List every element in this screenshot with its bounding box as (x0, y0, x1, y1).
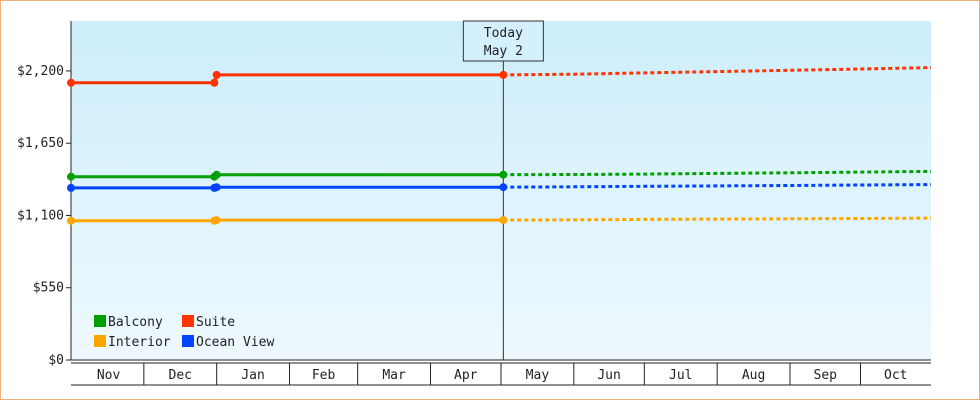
month-label: Dec (169, 368, 192, 383)
data-point-suite (67, 78, 75, 87)
data-point-ocean-view (212, 183, 221, 192)
series-forecast-balcony (503, 169, 932, 177)
legend-label-balcony: Balcony (108, 315, 163, 330)
series-line-ocean-view (71, 185, 504, 190)
data-point-suite (212, 70, 221, 79)
y-tick-label: $1,100 (17, 208, 64, 223)
legend-swatch-balcony (94, 315, 106, 327)
data-point-interior (67, 216, 75, 225)
y-tick-label: $550 (33, 281, 64, 296)
y-tick-label: $0 (48, 353, 64, 368)
month-label: Nov (97, 368, 121, 383)
today-box (462, 20, 544, 62)
legend-swatch-ocean-view (182, 335, 194, 347)
series-forecast-interior (503, 216, 932, 222)
month-label: Jul (669, 368, 692, 383)
legend-label-ocean-view: Ocean View (196, 335, 274, 350)
data-point-balcony (67, 172, 75, 181)
month-label: Jan (241, 368, 264, 383)
month-label: Sep (814, 368, 838, 383)
month-label: Feb (312, 368, 336, 383)
today-date: May 2 (484, 44, 523, 59)
data-point-interior (499, 216, 508, 225)
data-point-ocean-view (499, 183, 508, 192)
legend-swatch-suite (182, 315, 194, 327)
data-point-ocean-view (67, 183, 75, 192)
legend-swatch-interior (94, 335, 106, 347)
data-point-interior (212, 216, 221, 225)
series-forecast-ocean-view (503, 183, 932, 189)
data-point-balcony (212, 170, 221, 179)
month-label: May (526, 368, 550, 383)
series-line-interior (71, 218, 504, 223)
series-line-suite (71, 73, 504, 85)
month-label: Aug (742, 368, 765, 383)
month-label: Oct (884, 368, 907, 383)
data-point-suite (499, 70, 508, 79)
month-label: Mar (382, 368, 406, 383)
data-point-suite (210, 78, 219, 87)
y-tick-label: $1,650 (17, 136, 64, 151)
legend-label-suite: Suite (196, 315, 235, 330)
data-point-balcony (499, 170, 508, 179)
series-forecast-suite (503, 66, 932, 77)
month-label: Apr (454, 368, 478, 383)
month-label: Jun (597, 368, 620, 383)
legend-label-interior: Interior (108, 335, 171, 350)
y-tick-label: $2,200 (17, 64, 64, 79)
today-label: Today (484, 26, 523, 41)
